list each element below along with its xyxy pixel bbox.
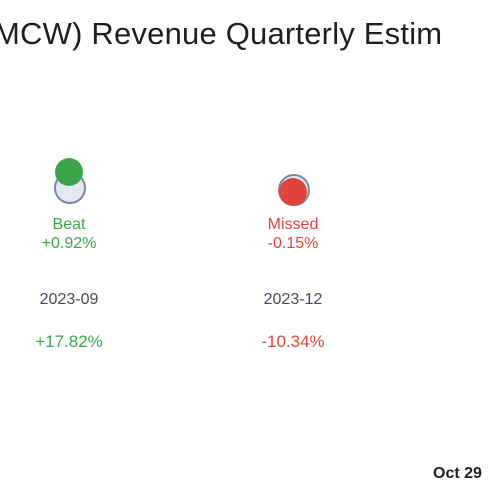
marker-group <box>278 174 310 218</box>
outcome-label: M <box>435 215 500 234</box>
quarter-column: M -1 20 +( <box>435 0 500 420</box>
surprise-percent: -0.15% <box>267 235 319 252</box>
period-label: 2023-12 <box>263 291 323 308</box>
quarter-column: Beat +0.92% 2023-09 +17.82% <box>0 0 149 420</box>
change-percent: -10.34% <box>261 332 325 351</box>
actual-marker <box>55 158 83 186</box>
outcome-label: Beat <box>52 216 86 233</box>
surprise-percent: +0.92% <box>41 235 97 252</box>
footer-date: Oct 29 <box>433 465 482 482</box>
quarter-column: Missed -0.15% 2023-12 -10.34% <box>213 0 373 420</box>
surprise-percent: -1 <box>435 234 500 253</box>
period-label: 20 <box>435 291 500 309</box>
outcome-label: Missed <box>267 216 319 233</box>
change-percent: +( <box>435 332 500 352</box>
marker-group <box>54 158 86 204</box>
change-percent: +17.82% <box>35 332 103 351</box>
chart-title: MCW) Revenue Quarterly Estim <box>0 16 443 51</box>
period-label: 2023-09 <box>39 291 99 308</box>
actual-marker <box>279 178 307 206</box>
